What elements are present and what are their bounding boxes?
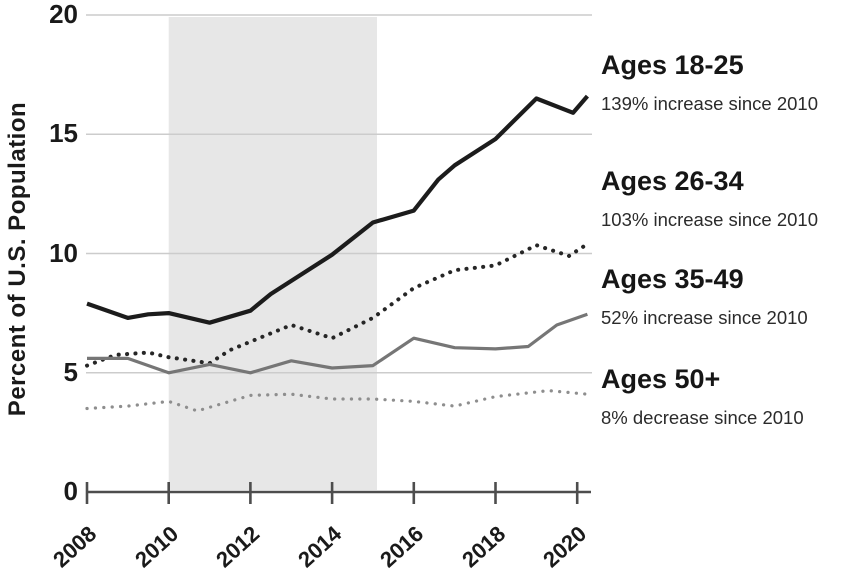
series-line-ages-26-34 [85, 242, 590, 368]
series-line-ages-35-49 [87, 312, 588, 375]
series-line-ages-18-25 [86, 94, 589, 325]
